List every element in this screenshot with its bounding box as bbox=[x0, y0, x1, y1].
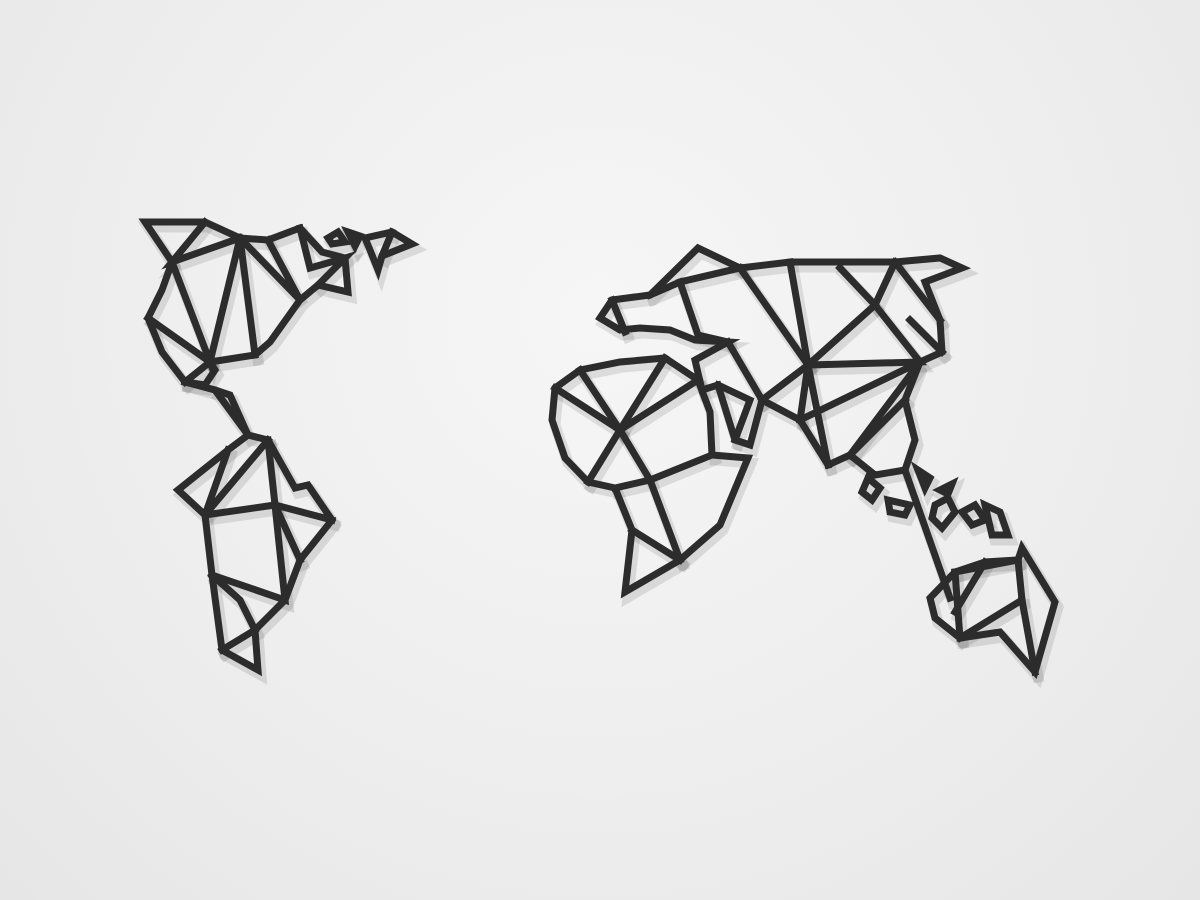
australia-outline bbox=[900, 465, 1059, 680]
map-wire bbox=[138, 217, 1059, 680]
north-america-outline bbox=[138, 217, 358, 389]
southeast-asia-islands-outline bbox=[857, 460, 1013, 539]
south-america-outline bbox=[172, 377, 337, 677]
greenland-outline bbox=[323, 226, 420, 281]
eurasia-outline bbox=[595, 243, 972, 479]
africa-outline bbox=[548, 353, 754, 599]
